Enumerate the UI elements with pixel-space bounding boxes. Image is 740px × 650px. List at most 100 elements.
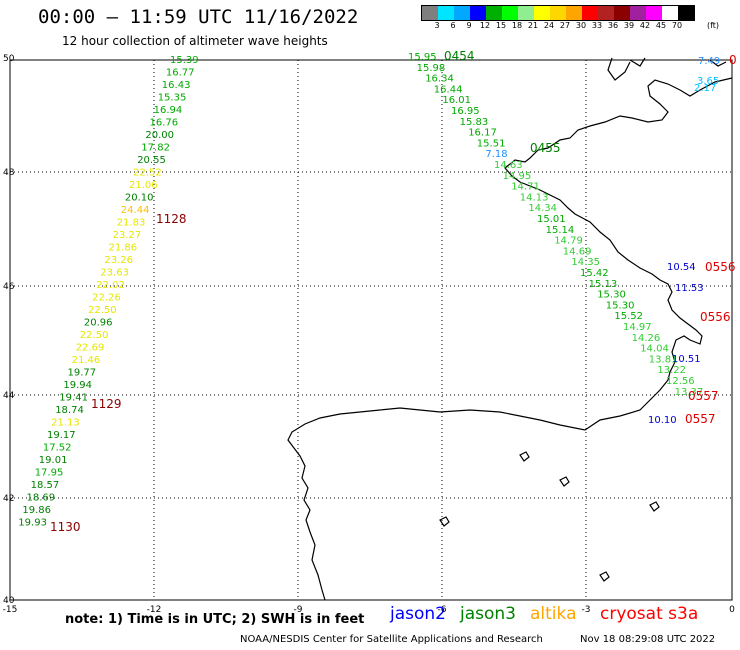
wave-height-label: 20.96	[84, 318, 113, 329]
wave-height-label: 20.10	[125, 193, 154, 204]
track-time-label: 0455	[530, 141, 561, 155]
color-scale-unit: (ft)	[707, 21, 720, 30]
wave-height-label: 16.77	[166, 68, 195, 79]
x-tick-label: -6	[438, 605, 447, 615]
wave-height-label: 19.01	[39, 455, 68, 466]
wave-height-label: 21.13	[51, 418, 80, 429]
wave-height-label: 15.51	[477, 138, 506, 149]
wave-height-label: 22.26	[92, 293, 121, 304]
color-scale-label: 21	[527, 21, 539, 30]
wave-height-label: 3.65	[697, 76, 719, 87]
color-swatch	[534, 6, 550, 20]
island	[519, 451, 530, 462]
color-swatch	[550, 6, 566, 20]
wave-height-label: 19.41	[59, 393, 88, 404]
wave-height-label: 16.17	[468, 128, 497, 139]
track-time-label: 1128	[156, 212, 187, 226]
wave-height-label: 22.69	[76, 343, 105, 354]
color-scale-label: 3	[434, 21, 440, 30]
island	[649, 501, 660, 512]
color-swatch	[598, 6, 614, 20]
color-scale-label: 36	[607, 21, 619, 30]
track-time-label: 0557	[685, 412, 716, 426]
color-swatch	[518, 6, 534, 20]
island	[599, 571, 610, 582]
track-time-label: 0556	[705, 260, 736, 274]
wave-height-label: 14.71	[511, 182, 540, 193]
wave-height-label: 13.22	[657, 365, 686, 376]
color-scale-bar	[421, 5, 695, 21]
y-tick-label: 48	[3, 168, 15, 178]
coastline-segment	[287, 77, 733, 601]
legend-cryosat-s3a: cryosat s3a	[600, 604, 699, 624]
wave-height-label: 16.95	[451, 106, 480, 117]
color-scale-label: 18	[511, 21, 523, 30]
chart-subtitle: 12 hour collection of altimeter wave hei…	[62, 34, 328, 48]
wave-height-label: 24.44	[121, 205, 150, 216]
wave-height-label: 19.77	[68, 368, 97, 379]
wave-height-label: 18.69	[27, 493, 56, 504]
color-swatch	[470, 6, 486, 20]
color-scale-label: 9	[466, 21, 472, 30]
color-scale-label: 12	[479, 21, 491, 30]
track-time-label: 0454	[444, 49, 475, 63]
y-tick-label: 40	[3, 596, 15, 606]
wave-height-label: 7.18	[485, 149, 507, 160]
wave-height-label: 14.79	[554, 236, 583, 247]
wave-height-label: 22.02	[96, 280, 125, 291]
wave-height-label: 15.98	[417, 63, 446, 74]
wave-height-label: 21.46	[72, 355, 101, 366]
wave-height-label: 15.30	[606, 300, 635, 311]
island	[559, 476, 570, 487]
track-time-label: 0557	[688, 389, 719, 403]
wave-height-label: 10.10	[648, 415, 677, 426]
wave-height-label: 14.69	[563, 246, 592, 257]
wave-height-label: 7.49	[698, 56, 720, 67]
coastline-segment	[607, 57, 631, 81]
wave-height-label: 14.63	[494, 160, 523, 171]
color-scale-label: 70	[671, 21, 683, 30]
wave-height-label: 2.17	[694, 83, 716, 94]
wave-height-label: 22.50	[80, 330, 109, 341]
wave-height-label: 19.94	[63, 380, 92, 391]
wave-height-label: 14.26	[632, 333, 661, 344]
wave-height-label: 14.95	[503, 171, 532, 182]
wave-height-label: 15.14	[546, 225, 575, 236]
color-swatch	[582, 6, 598, 20]
wave-height-label: 14.35	[571, 257, 600, 268]
wave-height-label: 21.06	[129, 180, 158, 191]
color-swatch	[646, 6, 662, 20]
color-swatch	[454, 6, 470, 20]
wave-height-label: 10.51	[672, 354, 701, 365]
color-scale-label: 45	[655, 21, 667, 30]
color-swatch	[630, 6, 646, 20]
wave-height-label: 14.97	[623, 322, 652, 333]
wave-height-label: 16.43	[162, 80, 191, 91]
color-scale-label: 39	[623, 21, 635, 30]
y-tick-label: 46	[3, 282, 15, 292]
wave-height-label: 22.52	[133, 168, 162, 179]
wave-height-label: 16.76	[150, 118, 179, 129]
color-scale-label: 30	[575, 21, 587, 30]
wave-height-label: 13.81	[649, 354, 678, 365]
color-scale-label: 42	[639, 21, 651, 30]
track-time-label: 0	[729, 53, 737, 67]
wave-height-label: 15.95	[408, 52, 437, 63]
color-scale-label: 27	[559, 21, 571, 30]
wave-height-label: 16.44	[434, 84, 463, 95]
wave-height-label: 20.55	[137, 155, 166, 166]
chart-title: 00:00 – 11:59 UTC 11/16/2022	[38, 6, 359, 28]
color-swatch	[486, 6, 502, 20]
wave-height-label: 16.34	[425, 74, 454, 85]
wave-height-label: 19.17	[47, 430, 76, 441]
wave-height-label: 19.86	[22, 505, 51, 516]
wave-height-label: 14.34	[528, 203, 557, 214]
wave-height-label: 21.83	[117, 218, 146, 229]
x-tick-label: -15	[3, 605, 18, 615]
y-tick-label: 50	[3, 54, 15, 64]
wave-height-label: 15.39	[170, 55, 199, 66]
wave-height-label: 13.37	[675, 387, 704, 398]
x-tick-label: 0	[729, 605, 735, 615]
wave-height-label: 17.95	[35, 468, 64, 479]
